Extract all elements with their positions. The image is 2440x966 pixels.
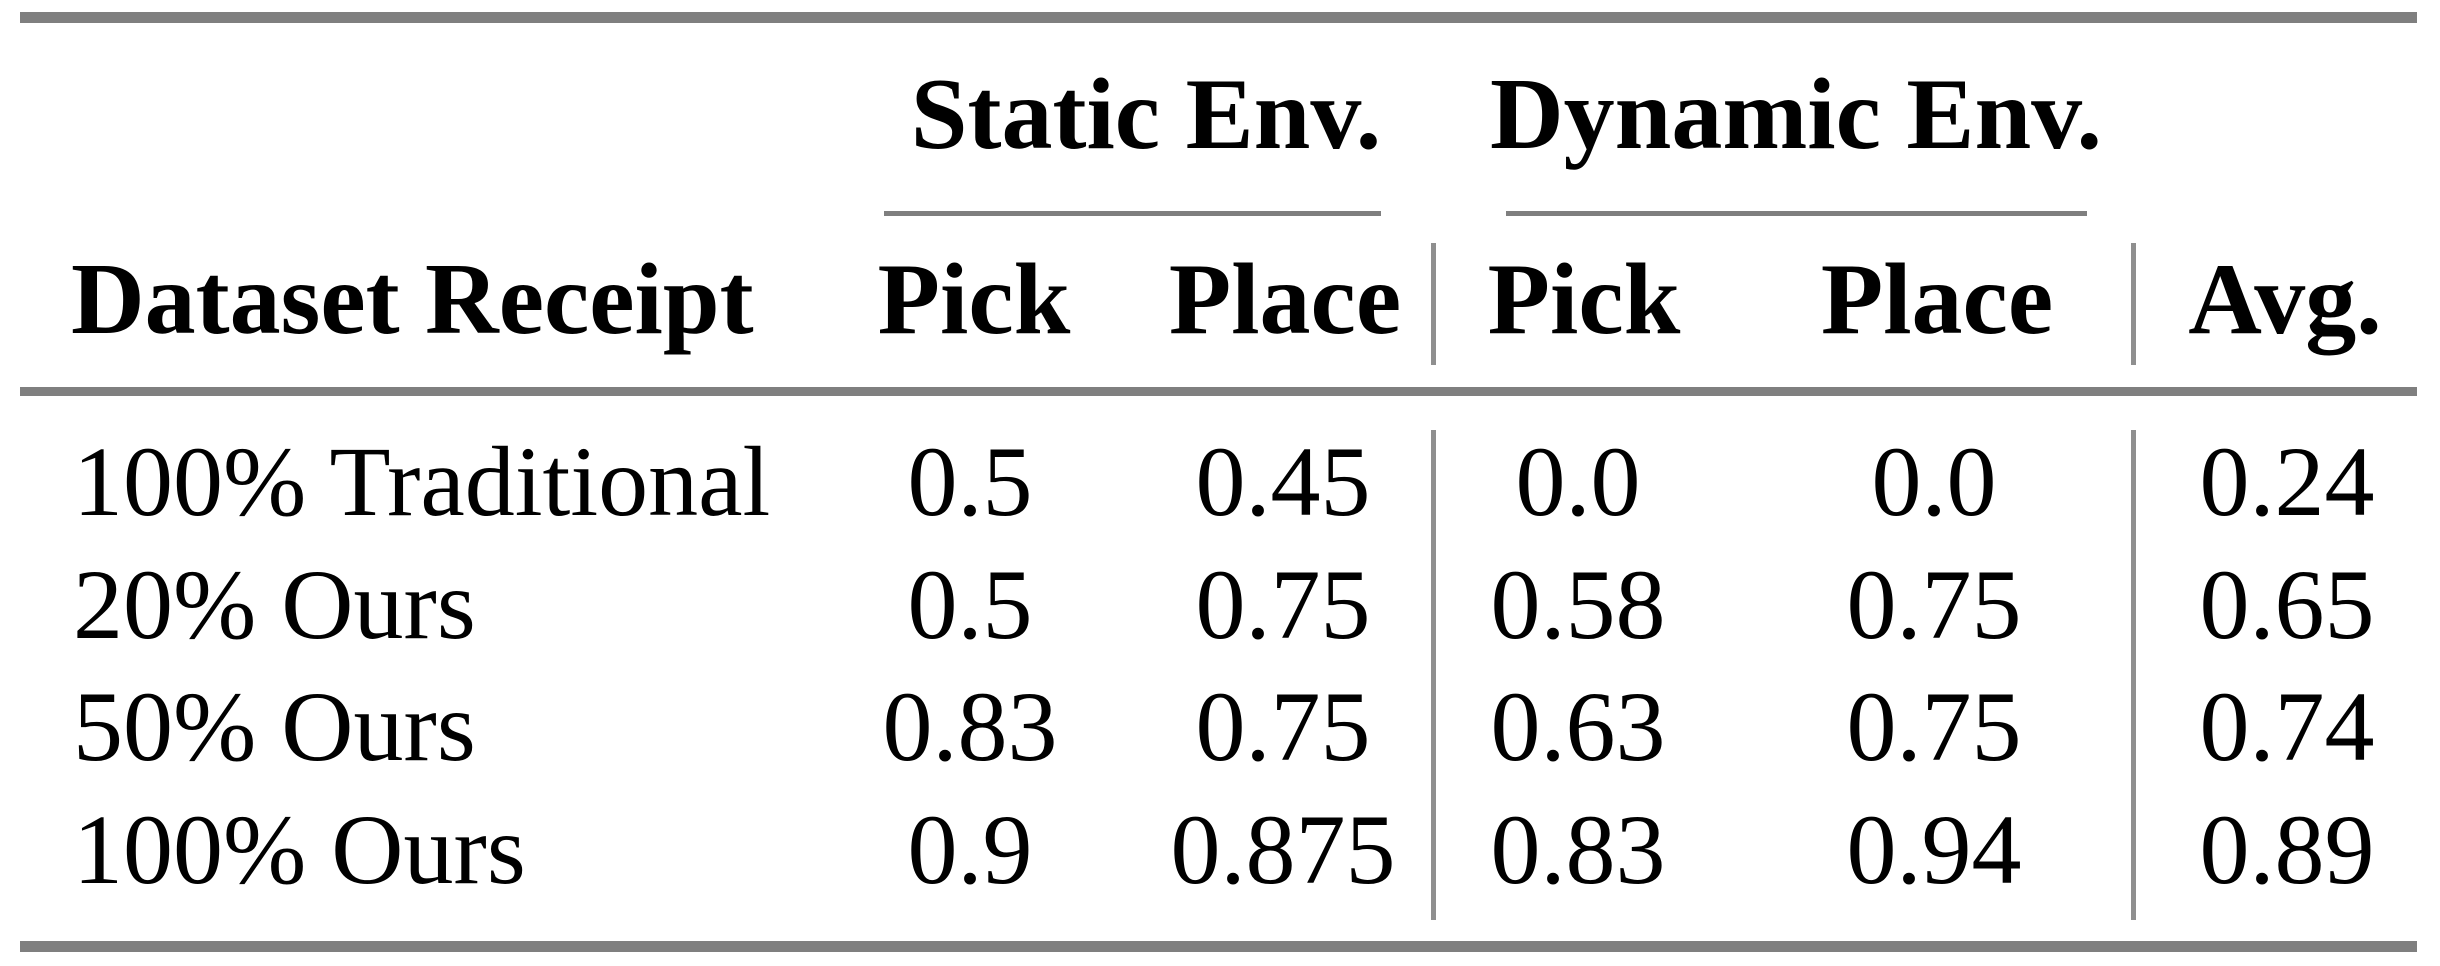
header-column-separator-right	[2131, 243, 2136, 365]
cell-avg: 0.74	[2199, 671, 2375, 782]
cell-dynamic-pick: 0.0	[1515, 426, 1641, 537]
row-label: 100% Traditional	[73, 426, 771, 537]
cell-dynamic-pick: 0.63	[1490, 671, 1666, 782]
cell-dynamic-place: 0.75	[1846, 549, 2022, 660]
cell-dynamic-place: 0.75	[1846, 671, 2022, 782]
cell-static-place: 0.45	[1195, 426, 1371, 537]
column-header-dynamic-pick: Pick	[1487, 243, 1681, 356]
group-header-static-env: Static Env.	[910, 58, 1382, 171]
column-header-dynamic-place: Place	[1820, 243, 2054, 356]
cell-dynamic-place: 0.94	[1846, 794, 2022, 905]
mid-rule	[20, 387, 2417, 396]
cell-dynamic-pick: 0.58	[1490, 549, 1666, 660]
row-label: 20% Ours	[73, 549, 476, 660]
cell-avg: 0.24	[2199, 426, 2375, 537]
column-header-avg: Avg.	[2188, 243, 2382, 356]
row-label: 100% Ours	[73, 794, 526, 905]
header-column-separator-left	[1431, 243, 1436, 365]
cell-dynamic-pick: 0.83	[1490, 794, 1666, 905]
top-rule	[20, 12, 2417, 23]
cell-static-place: 0.875	[1170, 794, 1396, 905]
cell-static-pick: 0.83	[882, 671, 1058, 782]
cell-avg: 0.65	[2199, 549, 2375, 660]
cell-dynamic-place: 0.0	[1871, 426, 1997, 537]
cell-static-pick: 0.5	[907, 549, 1033, 660]
group-header-dynamic-env: Dynamic Env.	[1489, 58, 2103, 171]
cell-static-place: 0.75	[1195, 549, 1371, 660]
dynamic-env-cmidrule	[1506, 211, 2087, 216]
body-column-separator-left	[1431, 430, 1436, 920]
cell-static-pick: 0.5	[907, 426, 1033, 537]
body-column-separator-right	[2131, 430, 2136, 920]
cell-static-place: 0.75	[1195, 671, 1371, 782]
cell-static-pick: 0.9	[907, 794, 1033, 905]
column-header-static-pick: Pick	[877, 243, 1071, 356]
column-header-static-place: Place	[1168, 243, 1402, 356]
bottom-rule	[20, 941, 2417, 952]
column-header-dataset-receipt: Dataset Receipt	[71, 243, 754, 356]
cell-avg: 0.89	[2199, 794, 2375, 905]
row-label: 50% Ours	[73, 671, 476, 782]
static-env-cmidrule	[884, 211, 1381, 216]
